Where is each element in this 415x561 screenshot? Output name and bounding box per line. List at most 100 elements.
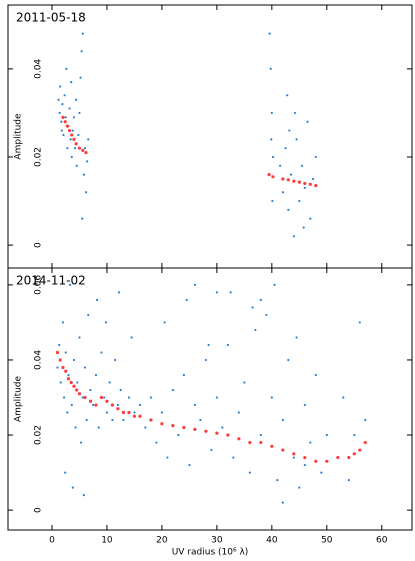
point: [61, 321, 65, 324]
point: [342, 396, 345, 399]
point: [347, 455, 351, 460]
point: [149, 396, 153, 399]
point: [69, 283, 72, 286]
point: [155, 441, 158, 444]
point: [248, 440, 252, 445]
y-tick-label: 0.04: [34, 59, 44, 79]
point: [59, 85, 62, 88]
x-tick-label: 40: [266, 536, 278, 546]
point: [303, 181, 307, 186]
point: [270, 111, 273, 115]
point: [111, 418, 114, 422]
point: [193, 403, 196, 407]
point: [271, 155, 275, 159]
point: [298, 199, 301, 203]
point: [61, 115, 65, 119]
point: [352, 452, 356, 456]
point: [353, 433, 356, 437]
y-axis-label: Amplitude: [14, 113, 24, 160]
point: [77, 392, 82, 396]
point: [69, 380, 73, 385]
point: [79, 76, 82, 79]
point: [80, 50, 83, 53]
point: [80, 441, 83, 444]
point: [82, 173, 85, 176]
point: [132, 414, 137, 418]
point: [61, 103, 64, 106]
point: [364, 418, 367, 422]
point: [309, 217, 312, 220]
x-tick-label: 30: [211, 536, 223, 546]
point: [83, 147, 87, 150]
point: [60, 120, 63, 123]
point: [358, 448, 362, 452]
point: [303, 455, 307, 460]
point: [215, 396, 218, 399]
point: [110, 403, 115, 407]
point: [171, 388, 174, 392]
point: [303, 403, 306, 407]
point: [84, 191, 88, 194]
point: [127, 396, 131, 399]
point: [292, 235, 295, 238]
point: [121, 410, 126, 415]
point: [270, 444, 274, 448]
point: [309, 441, 312, 444]
point: [73, 147, 77, 150]
point: [58, 343, 61, 347]
point: [271, 175, 275, 179]
point: [75, 388, 79, 392]
point: [287, 208, 290, 211]
point: [204, 358, 207, 362]
point: [363, 440, 367, 445]
y-tick-label: 0.06: [34, 275, 44, 295]
point: [83, 366, 87, 369]
point: [259, 433, 262, 437]
point: [269, 67, 272, 70]
point: [83, 395, 87, 400]
point: [116, 407, 120, 411]
point: [281, 418, 284, 422]
point: [281, 191, 284, 194]
x-tick-label: 50: [321, 536, 333, 546]
point: [138, 414, 142, 418]
point: [84, 150, 88, 155]
point: [78, 336, 81, 339]
point: [70, 80, 73, 84]
point: [237, 437, 241, 441]
point: [298, 486, 301, 489]
point: [62, 396, 66, 399]
point: [114, 358, 117, 362]
point: [314, 155, 317, 159]
point: [287, 358, 290, 362]
point: [60, 129, 63, 132]
point: [267, 173, 271, 177]
point: [281, 501, 284, 504]
x-tick-label: 10: [101, 536, 113, 546]
point: [63, 120, 67, 124]
point: [193, 283, 196, 286]
x-tick-label: 0: [49, 536, 55, 546]
panel-title: 2014-11-02: [16, 274, 86, 288]
point: [64, 351, 67, 354]
y-tick-label: 0.04: [34, 350, 44, 370]
point: [286, 178, 290, 182]
point: [221, 426, 224, 429]
point: [75, 164, 78, 167]
point: [204, 429, 208, 433]
point: [171, 424, 175, 428]
point: [210, 448, 213, 452]
point: [64, 471, 67, 474]
point: [149, 418, 153, 422]
point: [325, 433, 328, 437]
point: [58, 358, 62, 362]
point: [94, 403, 98, 407]
point: [311, 177, 315, 181]
y-axis-label: Amplitude: [14, 375, 24, 422]
point: [92, 403, 95, 407]
point: [226, 433, 230, 437]
point: [104, 321, 107, 324]
x-tick-label: 60: [376, 536, 388, 546]
point: [71, 129, 74, 132]
point: [65, 67, 68, 70]
